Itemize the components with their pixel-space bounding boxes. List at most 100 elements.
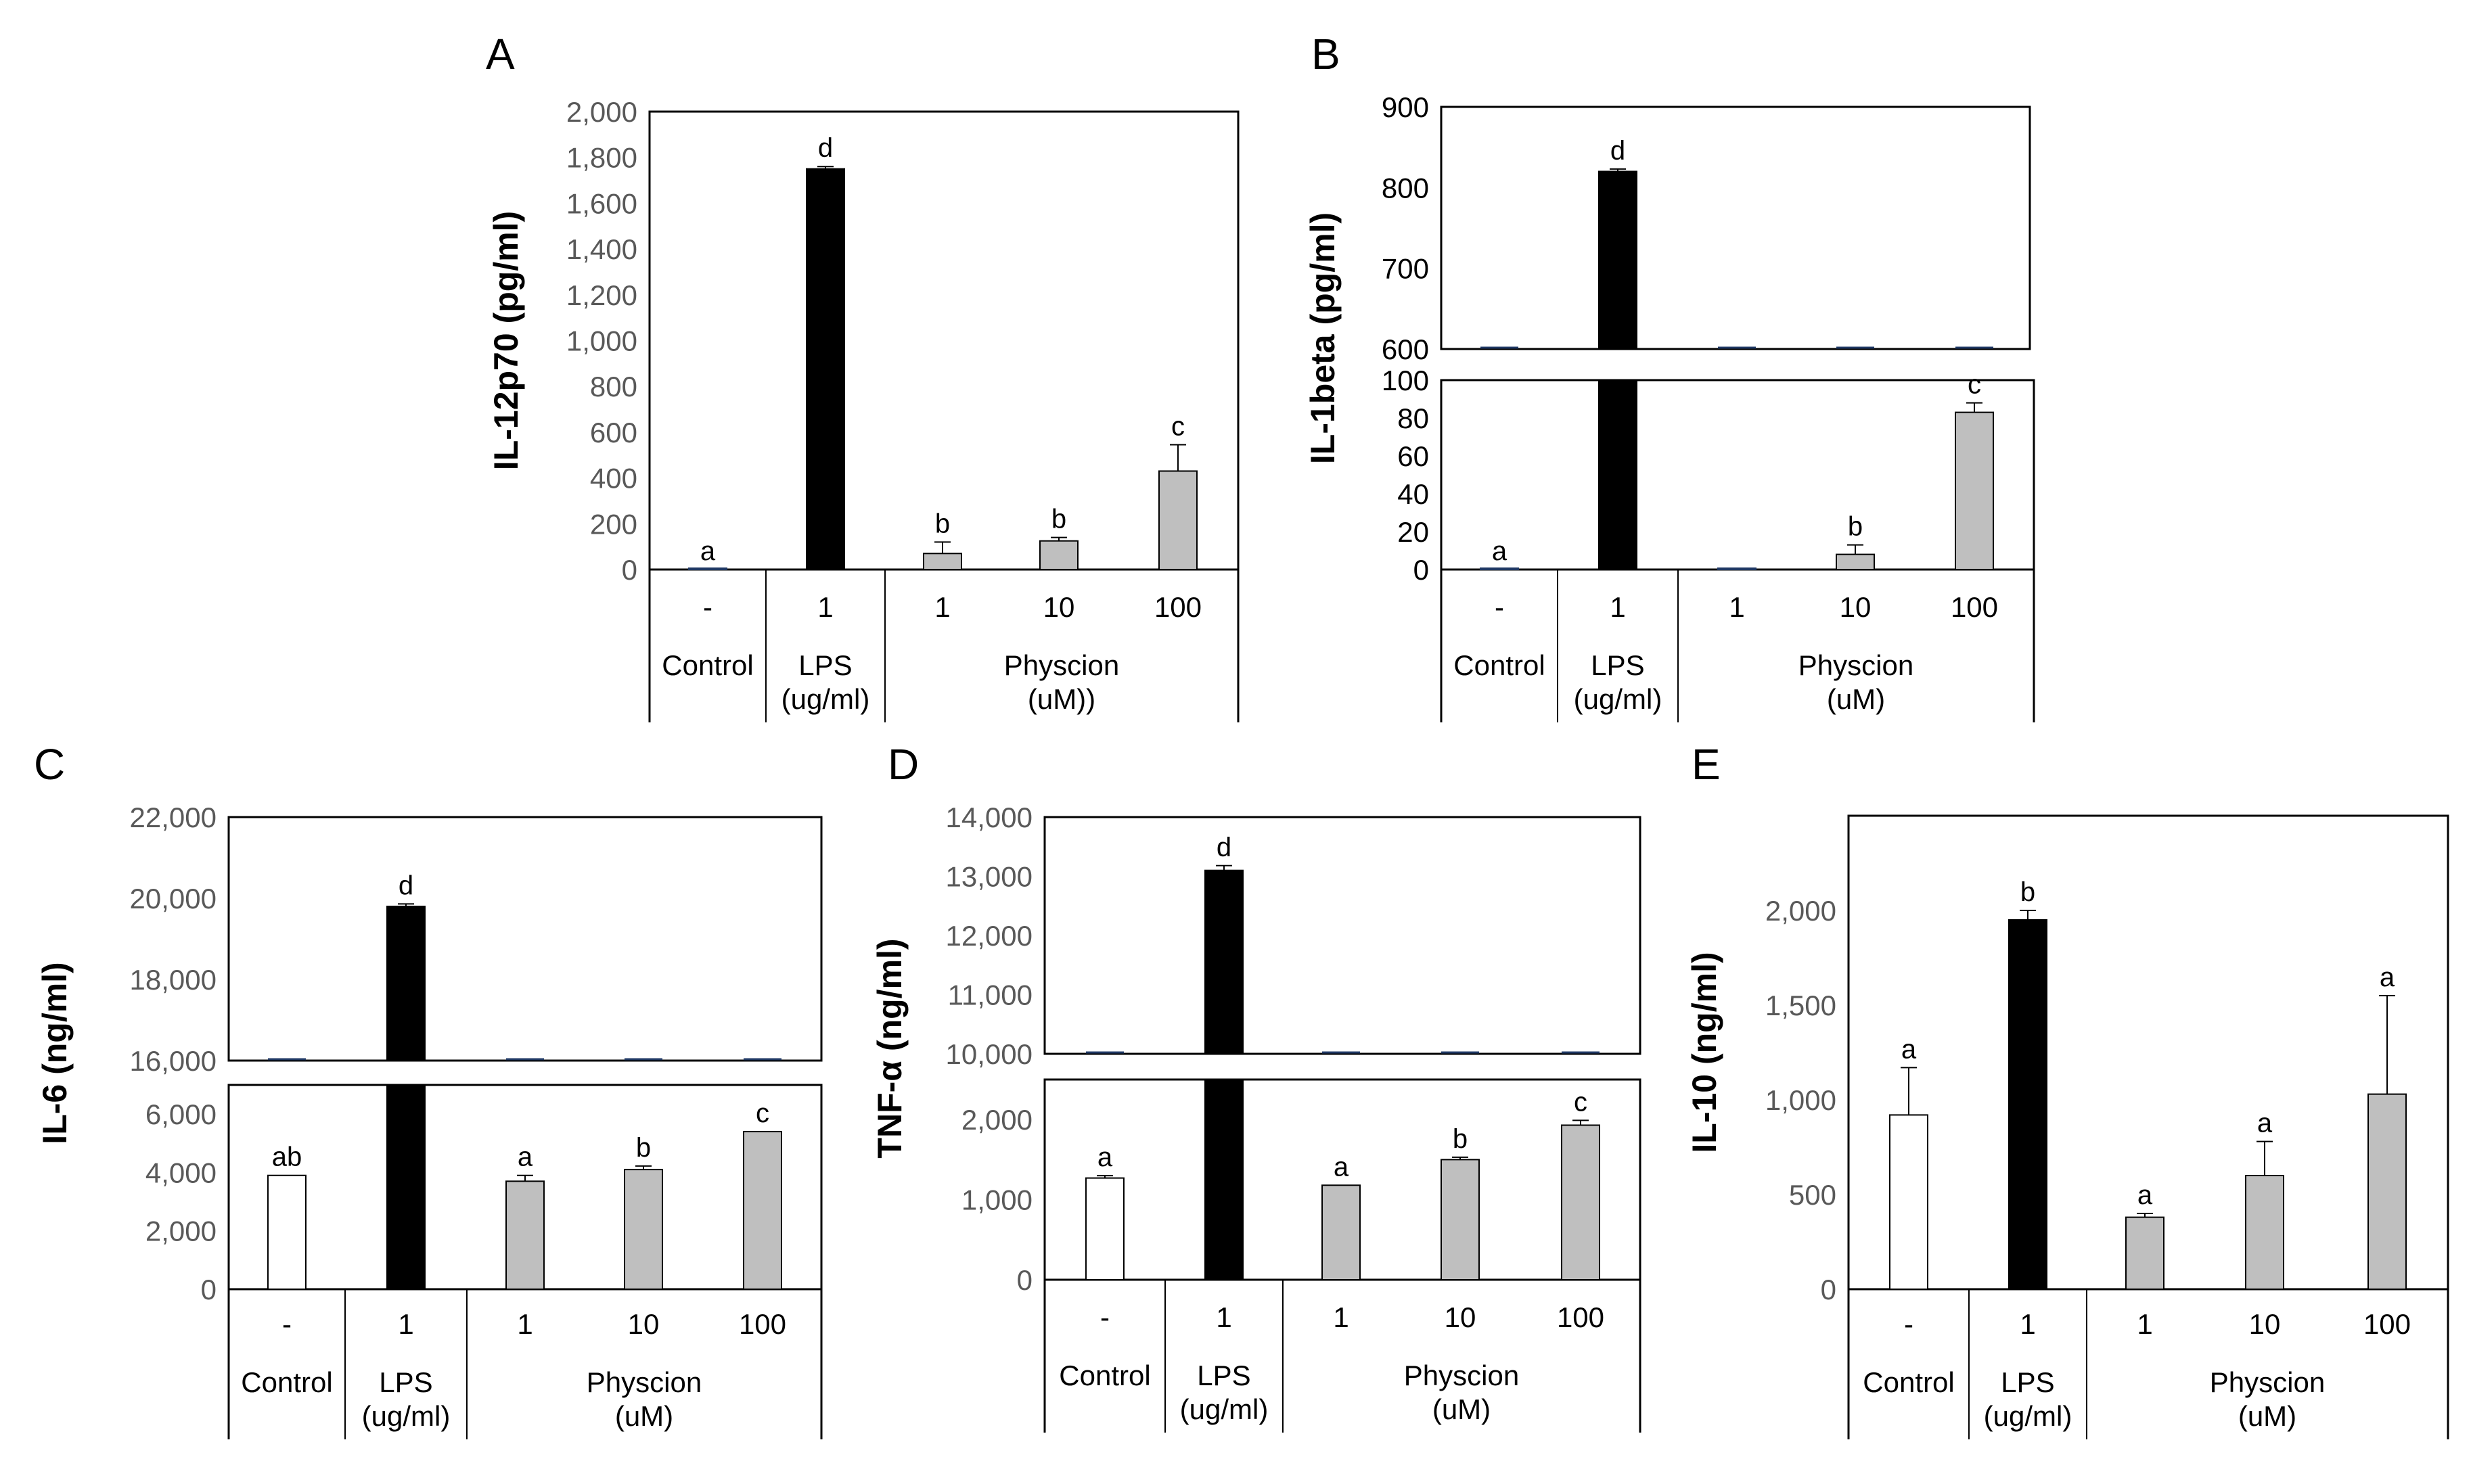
- bar: [1561, 1124, 1600, 1281]
- upper-frame: [1043, 816, 1641, 1055]
- category-label: 1: [1333, 1301, 1348, 1333]
- y-tick-upper-0: 10,000: [946, 1038, 1033, 1070]
- significance-letter: c: [1171, 412, 1185, 442]
- y-tick-7: 1,400: [566, 233, 637, 265]
- significance-letter: a: [700, 536, 716, 566]
- group-label: Physcion (uM): [1404, 1360, 1519, 1425]
- significance-letter: a: [2257, 1109, 2273, 1138]
- y-tick-10: 2,000: [566, 96, 637, 128]
- category-label: 10: [2249, 1308, 2281, 1340]
- y-tick-lower-5: 100: [1382, 365, 1429, 396]
- bar: [743, 1131, 782, 1290]
- significance-letter: ab: [272, 1142, 302, 1172]
- category-label: 10: [1445, 1301, 1476, 1333]
- panel-label: E: [1692, 740, 1721, 789]
- bar: [505, 1180, 545, 1291]
- bar: [2008, 919, 2047, 1290]
- category-label: 100: [739, 1308, 786, 1340]
- category-label: -: [282, 1308, 292, 1340]
- category-label: 100: [2363, 1308, 2411, 1340]
- group-label: LPS (ug/ml): [1574, 649, 1662, 715]
- group-label-line: (ug/ml): [1984, 1400, 2072, 1432]
- category-label: 1: [1216, 1301, 1231, 1333]
- group-label: Control: [1059, 1360, 1150, 1391]
- bar-upper-segment: [1204, 869, 1244, 1054]
- y-tick-1: 500: [1789, 1179, 1836, 1211]
- group-label-line: Physcion: [1404, 1360, 1519, 1391]
- group-label: Control: [662, 649, 753, 681]
- y-tick-5: 1,000: [566, 325, 637, 357]
- panel-e: E 0 500 1,000 1,500 2,000 IL-10 (ng/ml) Control…: [1685, 740, 2449, 1439]
- category-label: 1: [934, 591, 950, 623]
- group-label-line: LPS: [379, 1366, 432, 1398]
- significance-letter: a: [2137, 1180, 2153, 1210]
- y-tick-3: 600: [590, 417, 637, 448]
- bar: [1717, 567, 1756, 570]
- group-label-line: Physcion: [1004, 649, 1119, 681]
- y-tick-lower-0: 0: [1017, 1264, 1033, 1296]
- bar: [1321, 1184, 1361, 1280]
- group-label-line: (uM): [2238, 1400, 2296, 1432]
- category-label: 100: [1154, 591, 1202, 623]
- category-label: 1: [1729, 591, 1744, 623]
- panel-d: D 0 1,000 2,000 10,000 11,000 12,000 13,000 14,0…: [871, 740, 1641, 1433]
- y-tick-8: 1,600: [566, 187, 637, 219]
- y-tick-lower-2: 4,000: [145, 1157, 217, 1188]
- category-label: 10: [628, 1308, 660, 1340]
- panel-label: B: [1311, 30, 1340, 78]
- category-label: 1: [2020, 1308, 2035, 1340]
- y-tick-lower-1: 2,000: [145, 1215, 217, 1247]
- significance-letter: b: [636, 1133, 651, 1163]
- group-label: Physcion (uM)): [1004, 649, 1119, 715]
- group-label-line: LPS: [1197, 1360, 1250, 1391]
- significance-letter: c: [1574, 1087, 1587, 1117]
- y-tick-upper-4: 14,000: [946, 802, 1033, 833]
- bar: [2245, 1175, 2284, 1290]
- bar: [2367, 1093, 2407, 1290]
- upper-frame: [227, 816, 823, 1062]
- y-tick-upper-1: 18,000: [130, 964, 217, 996]
- group-label: LPS (ug/ml): [781, 649, 870, 715]
- category-label: 1: [398, 1308, 413, 1340]
- group-label-line: (ug/ml): [362, 1400, 451, 1432]
- significance-letter: b: [1453, 1124, 1468, 1154]
- y-tick-lower-3: 60: [1397, 440, 1429, 472]
- group-label-line: (uM): [1432, 1393, 1491, 1425]
- y-tick-upper-3: 900: [1382, 91, 1429, 123]
- bar: [624, 1169, 663, 1290]
- y-tick-0: 0: [622, 554, 637, 586]
- group-label: Control: [1863, 1366, 1954, 1398]
- group-label: Physcion (uM): [2210, 1366, 2325, 1432]
- group-label: Control: [241, 1366, 332, 1398]
- y-tick-3: 1,500: [1765, 990, 1836, 1021]
- y-tick-lower-2: 2,000: [961, 1104, 1033, 1136]
- group-label-line: (uM)): [1028, 683, 1095, 715]
- group-label-line: (ug/ml): [1180, 1393, 1269, 1425]
- panel-a: A 0 200 400 600 800 1,000 1,200 1,400 1,600 1,800 2…: [486, 30, 1240, 722]
- y-tick-upper-1: 700: [1382, 253, 1429, 285]
- y-tick-lower-2: 40: [1397, 478, 1429, 510]
- y-tick-upper-2: 800: [1382, 172, 1429, 204]
- y-tick-lower-1: 20: [1397, 516, 1429, 548]
- bar: [1836, 553, 1875, 570]
- significance-letter: a: [518, 1142, 533, 1172]
- y-tick-upper-0: 16,000: [130, 1045, 217, 1077]
- y-tick-2: 400: [590, 463, 637, 494]
- bar-lower-segment: [1204, 1079, 1244, 1280]
- significance-letter: d: [1610, 136, 1625, 166]
- upper-frame: [1440, 106, 2031, 350]
- group-label-line: LPS: [798, 649, 852, 681]
- group-label: Physcion (uM): [1798, 649, 1913, 715]
- y-tick-upper-2: 20,000: [130, 883, 217, 914]
- bar-lower-segment: [1598, 379, 1637, 570]
- y-axis-label: IL-12p70 (pg/ml): [487, 211, 525, 470]
- y-axis-label: IL-1beta (pg/ml): [1304, 212, 1342, 464]
- category-label: 100: [1951, 591, 1998, 623]
- bar-upper-segment: [1598, 170, 1637, 350]
- y-tick-upper-3: 22,000: [130, 802, 217, 833]
- category-label: -: [1904, 1308, 1913, 1340]
- y-tick-upper-3: 13,000: [946, 861, 1033, 893]
- y-axis-label: IL-10 (ng/ml): [1685, 952, 1723, 1153]
